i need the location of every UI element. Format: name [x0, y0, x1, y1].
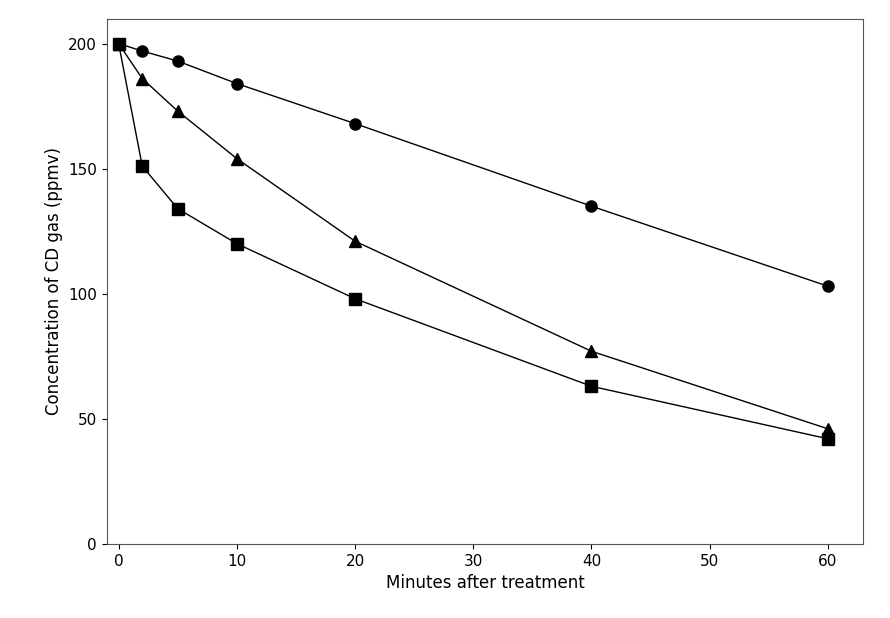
Line: Peeled onion: Peeled onion — [113, 38, 833, 444]
X-axis label: Minutes after treatment: Minutes after treatment — [385, 574, 585, 592]
Empty chamber — [137, 48, 148, 55]
Unpeeled onion — [231, 155, 242, 163]
Empty chamber — [113, 40, 124, 47]
Peeled onion — [137, 163, 148, 170]
Peeled onion — [822, 435, 833, 442]
Line: Unpeeled onion: Unpeeled onion — [113, 38, 833, 434]
Empty chamber — [822, 282, 833, 290]
Empty chamber — [173, 57, 183, 65]
Unpeeled onion — [350, 237, 360, 245]
Empty chamber — [231, 80, 242, 87]
Peeled onion — [113, 40, 124, 47]
Unpeeled onion — [822, 425, 833, 433]
Unpeeled onion — [587, 347, 597, 355]
Peeled onion — [350, 295, 360, 302]
Unpeeled onion — [173, 108, 183, 115]
Empty chamber — [587, 203, 597, 210]
Peeled onion — [587, 383, 597, 390]
Unpeeled onion — [137, 75, 148, 82]
Peeled onion — [231, 240, 242, 247]
Y-axis label: Concentration of CD gas (ppmv): Concentration of CD gas (ppmv) — [44, 147, 62, 415]
Peeled onion — [173, 205, 183, 213]
Line: Empty chamber: Empty chamber — [113, 38, 833, 292]
Empty chamber — [350, 120, 360, 127]
Unpeeled onion — [113, 40, 124, 47]
